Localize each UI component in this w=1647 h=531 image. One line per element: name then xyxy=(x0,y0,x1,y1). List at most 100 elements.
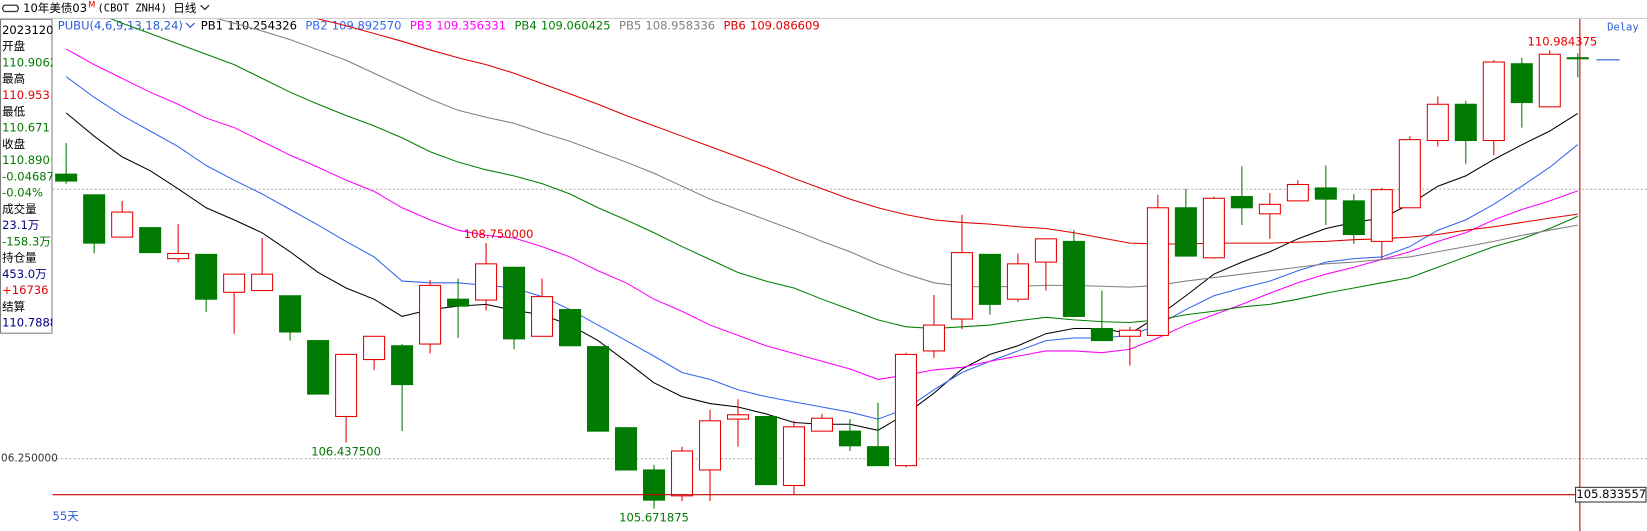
candle-body xyxy=(83,194,106,244)
candle-body xyxy=(363,335,386,361)
candle-body xyxy=(642,469,666,501)
info-panel-text: -0.04% xyxy=(2,186,43,200)
legend-value: 108.958336 xyxy=(645,19,715,33)
header-icon[interactable] xyxy=(2,4,20,13)
legend-value: 109.892570 xyxy=(332,19,402,33)
indicator-line xyxy=(316,18,1578,245)
low-label: 105.671875 xyxy=(619,511,689,525)
info-panel-text: 110.7888 xyxy=(2,316,57,330)
period-dropdown-icon[interactable] xyxy=(200,4,210,11)
info-panel-text: 成交量 xyxy=(2,202,37,216)
instrument-code: (CBOT ZNH4) xyxy=(97,2,166,14)
info-panel-text: 20231206 xyxy=(2,23,61,37)
candle-body xyxy=(726,414,750,420)
candle-body xyxy=(279,295,302,333)
candle-body xyxy=(1482,61,1505,142)
high-label: 110.984375 xyxy=(1528,35,1598,49)
info-panel-text: 结算 xyxy=(2,299,25,313)
candle-body xyxy=(531,296,554,337)
info-panel-text: 23.1万 xyxy=(2,218,39,232)
candle-body xyxy=(1062,240,1085,317)
legend-name: PB2 xyxy=(305,19,327,33)
info-panel-text: +16736 xyxy=(2,283,48,297)
candle-body xyxy=(475,263,498,301)
candle-body xyxy=(1342,200,1365,236)
indicator-line xyxy=(216,18,1578,288)
info-panel-items: 20231206 开盘 110.9062 最高 110.953 最低 110.671 收盘 11… xyxy=(2,23,61,330)
candle-body xyxy=(1314,187,1337,200)
delay-label: Delay xyxy=(1607,21,1639,33)
legend-value: 109.356331 xyxy=(436,19,506,33)
info-panel-text: 453.0万 xyxy=(2,267,47,281)
legend-name: PB1 xyxy=(201,19,223,33)
info-panel-text: 110.890 xyxy=(2,153,50,167)
high-label: 108.750000 xyxy=(464,227,534,241)
indicator-legend: PUBU(4,6,9,13,18,24) PB1 110.254326 PB2 109.… xyxy=(58,19,820,33)
candle-body xyxy=(223,273,246,293)
info-panel-text: -0.04687 xyxy=(2,169,54,183)
candle-body xyxy=(139,227,162,254)
candle-body xyxy=(1286,183,1309,202)
candle-body xyxy=(391,345,414,386)
indicator-line xyxy=(65,76,1579,420)
candle-body xyxy=(1118,329,1141,337)
candle-body xyxy=(1426,103,1449,142)
candle-body xyxy=(1510,63,1533,104)
price-label-box xyxy=(1575,486,1647,503)
period-selector[interactable]: 日线 xyxy=(173,1,197,15)
legend-name: PB3 xyxy=(410,19,432,33)
candle-body xyxy=(1090,327,1113,342)
info-panel-text: 110.953 xyxy=(2,88,50,102)
candle-body xyxy=(587,346,610,432)
legend-name: PB4 xyxy=(514,19,536,33)
info-panel-text: 110.671 xyxy=(2,121,50,135)
candle-body xyxy=(670,450,694,497)
y-tick-label: 06.250000 xyxy=(1,453,58,465)
info-panel-text: 持仓量 xyxy=(2,251,37,265)
candle-body xyxy=(503,266,526,340)
annotations: 106.437500 108.750000 105.671875 110.984375… xyxy=(52,18,1647,531)
candle-body xyxy=(111,211,134,238)
info-panel: 20231206 开盘 110.9062 最高 110.953 最低 110.671 收盘 11… xyxy=(0,18,61,334)
candle-body xyxy=(922,324,945,352)
header: 10年美债03 M (CBOT ZNH4) 日线 Delay xyxy=(2,0,1639,61)
info-panel-text: 最低 xyxy=(2,104,26,118)
info-panel-text: 收盘 xyxy=(2,137,26,151)
candle-body xyxy=(1202,197,1225,259)
indicator-dropdown-icon xyxy=(185,22,195,29)
candle-body xyxy=(866,446,889,467)
legend-name: PB5 xyxy=(619,19,641,33)
candle-body xyxy=(810,417,834,432)
indicator-name[interactable]: PUBU(4,6,9,13,18,24) xyxy=(58,19,183,33)
candle-body xyxy=(1034,238,1057,263)
candle-body xyxy=(195,253,218,300)
legend-value: 109.060425 xyxy=(541,19,611,33)
legend-value: 110.254326 xyxy=(227,19,297,33)
candle-body xyxy=(950,252,973,320)
candle-body xyxy=(782,426,806,487)
candle-body xyxy=(894,353,917,467)
legend-value: 109.086609 xyxy=(750,19,820,33)
candle-body xyxy=(559,309,582,347)
indicator-line xyxy=(65,48,1578,380)
candle-body xyxy=(335,353,358,418)
candle-body xyxy=(1454,103,1477,142)
candle-body xyxy=(447,298,470,307)
candle-body xyxy=(1370,189,1393,242)
candle-body xyxy=(1566,57,1589,60)
candle-body xyxy=(614,427,638,471)
candle-body xyxy=(1006,263,1029,300)
candle-body xyxy=(419,284,442,345)
price-label: 105.833557 xyxy=(1576,487,1646,501)
instrument-title: 10年美债03 xyxy=(23,1,87,15)
candle-body xyxy=(1174,207,1197,257)
low-label: 106.437500 xyxy=(311,445,381,459)
candle-body xyxy=(1230,196,1253,209)
candle-body xyxy=(1146,207,1169,336)
plot-area xyxy=(55,18,1589,509)
candle-body xyxy=(978,253,1001,305)
candle-body xyxy=(55,173,78,182)
